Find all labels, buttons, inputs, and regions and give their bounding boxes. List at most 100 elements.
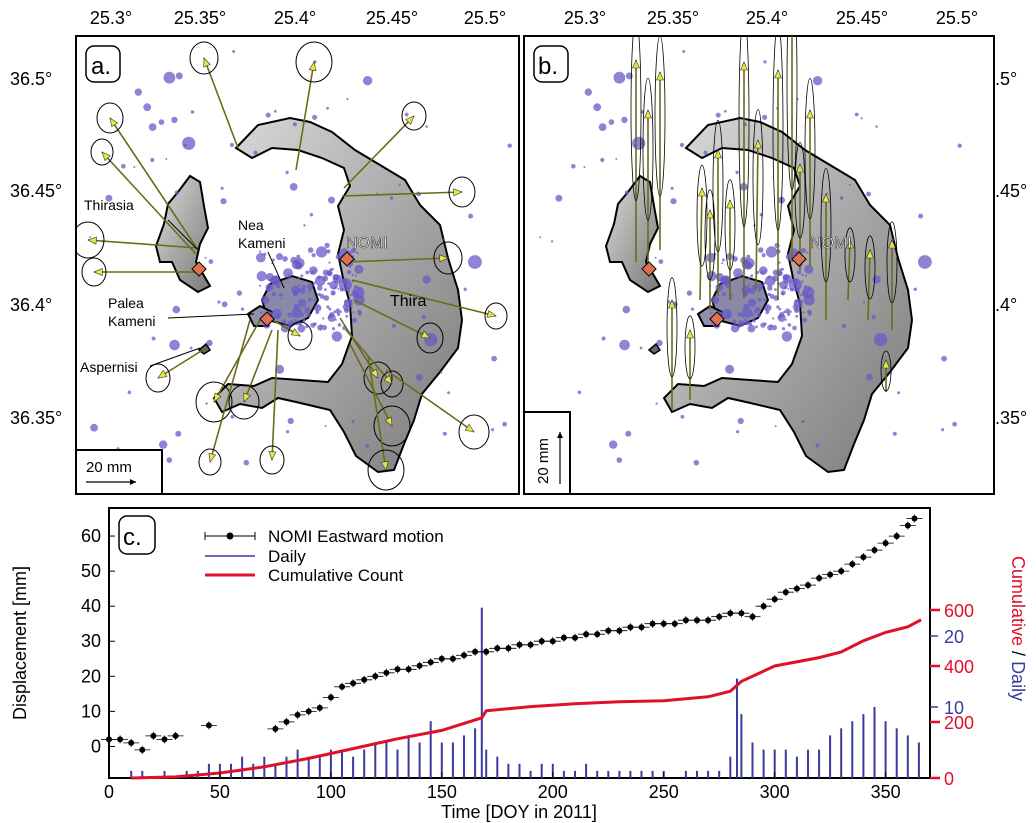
earthquake-point — [918, 255, 932, 269]
cumulative-line — [131, 618, 922, 780]
error-ellipse — [684, 315, 696, 380]
earthquake-point — [804, 274, 808, 277]
displacement-point — [671, 620, 678, 627]
earthquake-point — [839, 196, 844, 200]
displacement-point — [394, 666, 401, 673]
earthquake-point — [680, 414, 685, 419]
earthquake-point — [754, 311, 757, 314]
vector-head — [740, 61, 748, 71]
vector-head — [656, 71, 664, 81]
vector-head — [796, 163, 804, 173]
earthquake-point — [150, 157, 155, 163]
gps-vector — [351, 279, 497, 317]
earthquake-point — [296, 254, 301, 259]
vector-head — [380, 460, 389, 471]
place-label-palea-kameni: Kameni — [108, 313, 155, 329]
earthquake-point — [866, 374, 873, 381]
vector-head — [846, 239, 854, 249]
error-ellipse — [198, 448, 222, 476]
scale-arrow-head — [557, 432, 563, 438]
earthquake-point — [351, 317, 357, 323]
earthquake-point — [781, 292, 785, 296]
nomi-station: NOMI — [791, 235, 852, 267]
right-axis-label-sep: / — [1008, 646, 1028, 661]
earthquake-point — [90, 423, 98, 432]
earthquake-point — [720, 275, 731, 286]
earthquake-point — [797, 290, 801, 294]
earthquake-point — [206, 339, 213, 347]
earthquake-point — [326, 106, 329, 110]
vector-head — [774, 69, 782, 79]
vector-head — [806, 109, 814, 119]
earthquake-point — [757, 289, 761, 293]
earthquake-point — [732, 319, 737, 324]
panel-b: NOMI b. 20 mm — [523, 35, 995, 495]
earthquake-point — [801, 420, 805, 423]
vector-head — [754, 139, 762, 149]
error-ellipse — [666, 277, 678, 378]
earthquake-point — [763, 298, 766, 302]
earthquake-point — [134, 88, 142, 96]
earthquake-point — [679, 142, 685, 148]
lon-tick: 25.5° — [936, 8, 978, 28]
earthquake-point — [491, 428, 495, 432]
error-ellipse — [458, 414, 490, 450]
earthquake-point — [658, 259, 664, 264]
earthquake-point — [781, 331, 793, 342]
earthquake-point — [600, 157, 605, 163]
gps-vector — [847, 239, 851, 301]
displacement-point — [694, 617, 700, 624]
lon-tick: 25.3° — [564, 8, 606, 28]
earthquake-point — [721, 292, 727, 297]
earthquake-point — [774, 242, 780, 248]
earthquake-point — [324, 242, 330, 248]
place-label-nea-kameni: Kameni — [238, 235, 285, 251]
earthquake-point — [624, 190, 629, 195]
earthquake-point — [800, 247, 807, 254]
error-ellipse — [738, 36, 750, 227]
earthquake-point — [491, 355, 497, 362]
vector-head — [101, 151, 111, 162]
earthquake-point — [297, 276, 301, 280]
earthquake-point — [613, 71, 626, 84]
earthquake-point — [297, 298, 307, 308]
displacement-point — [749, 613, 756, 620]
vector-head — [268, 451, 277, 461]
earthquake-point — [733, 268, 743, 278]
earthquake-point — [220, 198, 227, 205]
earthquake-point — [292, 122, 297, 127]
displacement-point — [716, 613, 723, 620]
displacement-point — [472, 648, 479, 655]
gps-vector — [243, 329, 273, 403]
cumulative-tick-label: 600 — [944, 601, 974, 621]
earthquake-point — [314, 269, 317, 272]
earthquake-point — [764, 275, 776, 287]
earthquake-point — [656, 339, 663, 347]
displacement-point — [538, 638, 545, 645]
vector-head — [157, 370, 168, 379]
earthquake-point — [303, 224, 306, 227]
earthquake-point — [747, 324, 756, 333]
displacement-point — [449, 655, 456, 662]
error-ellipse — [880, 350, 892, 392]
error-ellipse — [654, 36, 666, 197]
earthquake-point — [741, 315, 744, 318]
displacement-point — [605, 627, 612, 634]
earthquake-point — [693, 459, 700, 466]
earthquake-point — [328, 196, 335, 204]
gps-vector — [157, 347, 207, 379]
aspernisi-island — [647, 342, 662, 355]
earthquake-point — [313, 298, 316, 302]
earthquake-point — [785, 308, 791, 314]
earthquake-point — [331, 331, 343, 342]
earthquake-point — [275, 364, 285, 374]
earthquake-point — [804, 264, 814, 274]
error-ellipse — [630, 36, 642, 202]
earthquake-point — [182, 136, 196, 150]
earthquake-point — [760, 270, 765, 275]
displacement-point — [616, 627, 623, 634]
cumulative-tick-label: 400 — [944, 657, 974, 677]
earthquake-point — [345, 308, 349, 312]
earthquake-point — [105, 194, 113, 202]
x-tick-label: 200 — [538, 782, 568, 802]
